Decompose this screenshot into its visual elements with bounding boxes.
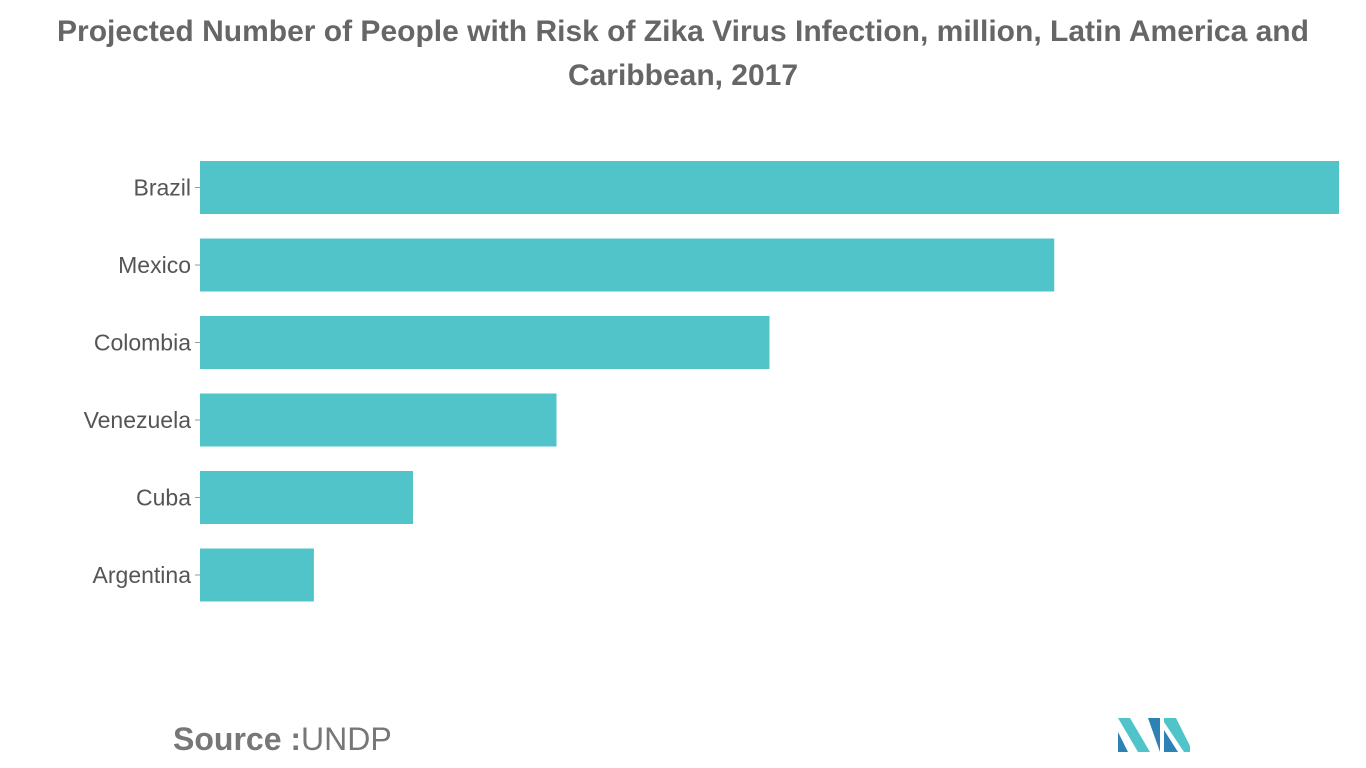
category-label: Brazil bbox=[133, 175, 191, 201]
logo-right-shape bbox=[1164, 718, 1190, 752]
category-label: Mexico bbox=[118, 252, 191, 278]
bar-chart: Brazil Mexico Colombia Venezuela Cuba Argenti… bbox=[84, 161, 1339, 602]
company-logo-icon bbox=[1118, 718, 1190, 752]
bar-cuba bbox=[200, 471, 413, 524]
logo-right-base bbox=[1164, 730, 1178, 752]
source-label: Source : bbox=[173, 721, 302, 757]
category-label: Venezuela bbox=[84, 407, 192, 433]
category-label: Colombia bbox=[94, 330, 191, 356]
bar-argentina bbox=[200, 548, 314, 602]
bars-group bbox=[200, 161, 1339, 602]
bar-venezuela bbox=[200, 393, 557, 447]
category-label: Cuba bbox=[136, 485, 191, 511]
logo-left-shape bbox=[1118, 718, 1150, 752]
bar-brazil bbox=[200, 161, 1339, 214]
logo-left-base bbox=[1118, 732, 1128, 752]
logo-mid-shape bbox=[1148, 718, 1160, 752]
source-value: UNDP bbox=[301, 721, 392, 757]
chart-title: Projected Number of People with Risk of … bbox=[57, 15, 1309, 92]
bar-colombia bbox=[200, 316, 770, 369]
bar-mexico bbox=[200, 238, 1055, 292]
source-note: Source :UNDP bbox=[173, 718, 392, 760]
category-label: Argentina bbox=[93, 562, 192, 588]
category-axis: Brazil Mexico Colombia Venezuela Cuba Argenti… bbox=[84, 175, 200, 588]
